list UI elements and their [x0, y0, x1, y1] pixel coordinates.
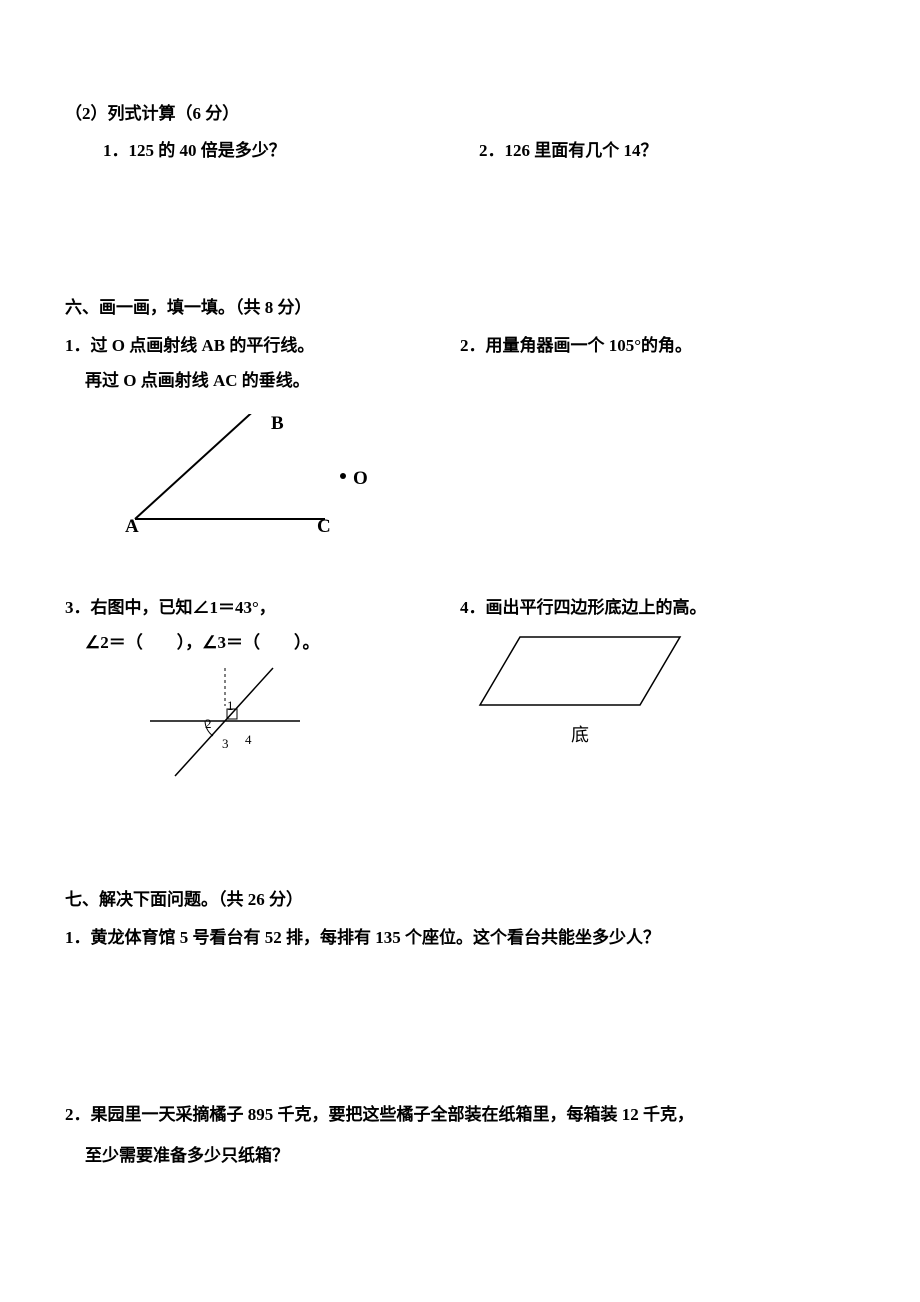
section-2: （2）列式计算（6 分） 1．125 的 40 倍是多少？ 2．126 里面有几… [65, 100, 855, 164]
figure-angle-bac: B O A C [125, 414, 460, 544]
section-2-header: （2）列式计算（6 分） [65, 100, 855, 127]
s6-q4-col: 4．画出平行四边形底边上的高。 底 [460, 594, 855, 786]
label-C: C [317, 516, 331, 537]
angle-label-3: 3 [222, 736, 229, 751]
s2-q1: 1．125 的 40 倍是多少？ [103, 137, 479, 164]
s6-row2: 3．右图中，已知∠1＝43°， ∠2＝（ ），∠3＝（ ）。 1 2 3 4 4… [65, 594, 855, 786]
s6-q2-col: 2．用量角器画一个 105°的角。 [460, 332, 855, 544]
s7-q2-line2: 至少需要准备多少只纸箱？ [65, 1142, 855, 1169]
angle-label-4: 4 [245, 732, 252, 747]
section-6-header: 六、画一画，填一填。（共 8 分） [65, 294, 855, 321]
label-O: O [353, 468, 368, 489]
parallelogram-base-label: 底 [470, 721, 690, 750]
s7-q1: 1．黄龙体育馆 5 号看台有 52 排，每排有 135 个座位。这个看台共能坐多… [65, 924, 855, 951]
angle-label-2: 2 [205, 716, 212, 731]
s6-q4: 4．画出平行四边形底边上的高。 [460, 594, 855, 621]
s7-q2-line1: 2．果园里一天采摘橘子 895 千克，要把这些橘子全部装在纸箱里，每箱装 12 … [65, 1101, 855, 1128]
section-7-header: 七、解决下面问题。（共 26 分） [65, 886, 855, 913]
s6-q3-col: 3．右图中，已知∠1＝43°， ∠2＝（ ），∠3＝（ ）。 1 2 3 4 [65, 594, 460, 786]
s6-q1-line2: 再过 O 点画射线 AC 的垂线。 [65, 367, 460, 394]
s6-q3-line2: ∠2＝（ ），∠3＝（ ）。 [65, 629, 460, 656]
s6-q1-col: 1．过 O 点画射线 AB 的平行线。 再过 O 点画射线 AC 的垂线。 B … [65, 332, 460, 544]
s7-q2: 2．果园里一天采摘橘子 895 千克，要把这些橘子全部装在纸箱里，每箱装 12 … [65, 1101, 855, 1169]
angle-label-1: 1 [227, 698, 234, 713]
s6-row1: 1．过 O 点画射线 AB 的平行线。 再过 O 点画射线 AC 的垂线。 B … [65, 332, 855, 544]
s6-q2: 2．用量角器画一个 105°的角。 [460, 332, 855, 359]
s2-q2: 2．126 里面有几个 14？ [479, 137, 855, 164]
section-6: 六、画一画，填一填。（共 8 分） 1．过 O 点画射线 AB 的平行线。 再过… [65, 294, 855, 786]
s6-q1-line1: 1．过 O 点画射线 AB 的平行线。 [65, 332, 460, 359]
s6-q3-line1: 3．右图中，已知∠1＝43°， [65, 594, 460, 621]
label-B: B [271, 414, 284, 434]
figure-parallelogram: 底 [470, 627, 855, 750]
label-A: A [125, 516, 139, 537]
section-7: 七、解决下面问题。（共 26 分） 1．黄龙体育馆 5 号看台有 52 排，每排… [65, 886, 855, 1169]
figure-cross-angles: 1 2 3 4 [145, 666, 460, 786]
section-2-questions: 1．125 的 40 倍是多少？ 2．126 里面有几个 14？ [65, 137, 855, 164]
